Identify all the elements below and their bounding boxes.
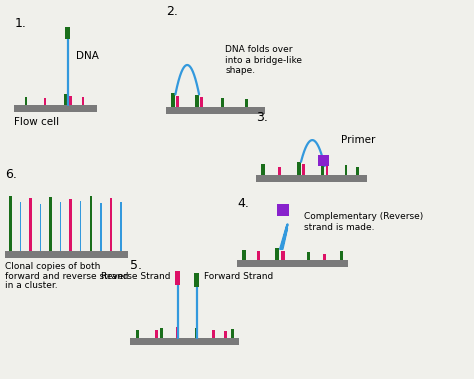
- Bar: [90, 196, 92, 251]
- Bar: [100, 203, 101, 251]
- Text: 2.: 2.: [166, 5, 178, 18]
- Bar: [212, 330, 215, 338]
- Text: 4.: 4.: [237, 197, 249, 210]
- Bar: [307, 252, 310, 260]
- Bar: [69, 96, 72, 105]
- Bar: [282, 251, 284, 260]
- Text: DNA folds over
into a bridge-like
shape.: DNA folds over into a bridge-like shape.: [225, 45, 302, 75]
- Bar: [221, 98, 224, 107]
- Bar: [44, 98, 46, 105]
- Text: Forward Strand: Forward Strand: [204, 272, 273, 280]
- Bar: [224, 331, 227, 338]
- Bar: [166, 107, 265, 114]
- Bar: [176, 96, 179, 107]
- Bar: [277, 204, 289, 216]
- Bar: [155, 330, 158, 338]
- Bar: [159, 328, 163, 338]
- Bar: [301, 164, 305, 175]
- Bar: [80, 201, 82, 251]
- Text: 6.: 6.: [5, 168, 17, 181]
- Bar: [275, 248, 279, 260]
- Bar: [65, 27, 70, 39]
- Bar: [256, 175, 367, 182]
- Bar: [136, 330, 139, 338]
- Text: Clonal copies of both: Clonal copies of both: [5, 262, 100, 271]
- Text: Complementary (Reverse)
strand is made.: Complementary (Reverse) strand is made.: [304, 212, 424, 232]
- Bar: [318, 155, 329, 166]
- Text: forward and reverse strand: forward and reverse strand: [5, 272, 128, 280]
- Bar: [25, 97, 27, 105]
- Bar: [120, 202, 121, 251]
- Bar: [321, 164, 324, 175]
- Bar: [9, 196, 11, 251]
- Text: Flow cell: Flow cell: [14, 117, 59, 127]
- Bar: [29, 198, 32, 251]
- Bar: [200, 97, 203, 107]
- Bar: [176, 327, 179, 338]
- Bar: [245, 99, 248, 107]
- Bar: [109, 198, 112, 251]
- Bar: [231, 329, 234, 338]
- Bar: [278, 167, 281, 175]
- Bar: [345, 165, 347, 175]
- Bar: [14, 105, 97, 112]
- Bar: [195, 328, 198, 338]
- Text: 5.: 5.: [130, 259, 142, 272]
- Bar: [60, 202, 61, 251]
- Bar: [262, 164, 264, 175]
- Bar: [242, 250, 246, 260]
- Text: 1.: 1.: [14, 17, 26, 30]
- Bar: [130, 338, 239, 345]
- Text: Reverse Strand: Reverse Strand: [101, 272, 171, 280]
- Bar: [5, 251, 128, 258]
- Bar: [64, 94, 67, 105]
- Text: DNA: DNA: [76, 51, 99, 61]
- Bar: [237, 260, 348, 267]
- Bar: [194, 273, 199, 287]
- Bar: [257, 251, 260, 260]
- Bar: [340, 251, 343, 260]
- Text: Primer: Primer: [341, 135, 376, 145]
- Bar: [20, 202, 21, 251]
- Bar: [49, 197, 52, 251]
- Bar: [356, 167, 359, 175]
- Bar: [82, 97, 84, 105]
- Bar: [40, 204, 41, 251]
- Bar: [175, 271, 180, 285]
- Bar: [297, 162, 301, 175]
- Bar: [195, 95, 199, 107]
- Bar: [171, 93, 175, 107]
- Bar: [70, 199, 72, 251]
- Text: in a cluster.: in a cluster.: [5, 281, 57, 290]
- Bar: [323, 254, 326, 260]
- Bar: [326, 166, 328, 175]
- Text: 3.: 3.: [256, 111, 268, 124]
